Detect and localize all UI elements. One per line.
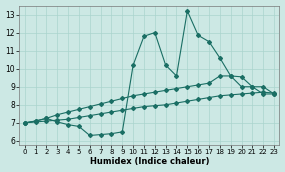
X-axis label: Humidex (Indice chaleur): Humidex (Indice chaleur) (90, 157, 209, 166)
